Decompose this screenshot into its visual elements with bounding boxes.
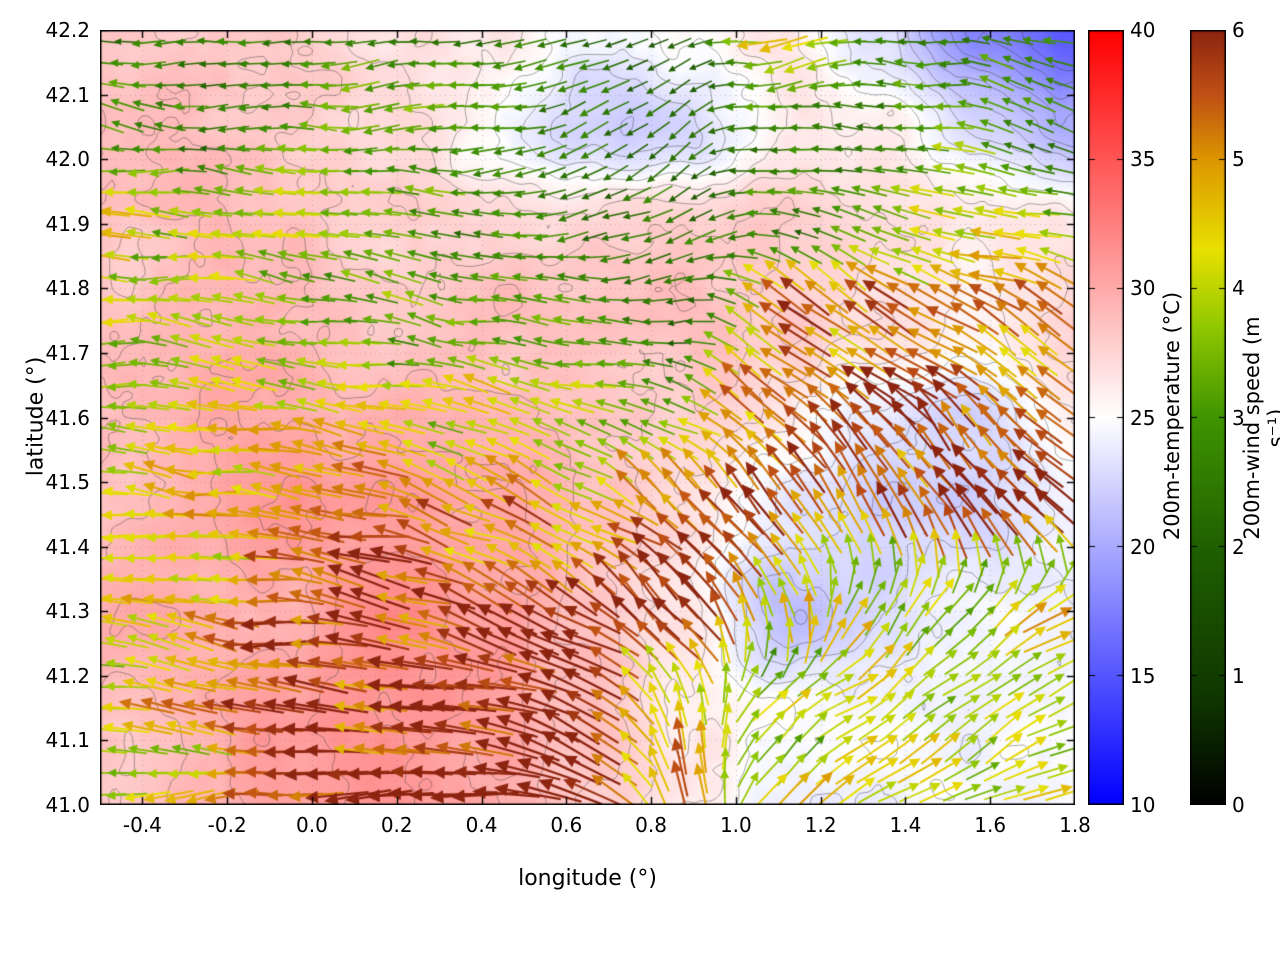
wind-colorbar-tick-label: 1 [1232, 663, 1245, 688]
temperature-colorbar-tick-label: 10 [1130, 793, 1156, 817]
temperature-colorbar [1088, 30, 1124, 805]
wind-colorbar-tick-label: 2 [1232, 534, 1245, 559]
map-plot-canvas [100, 30, 1075, 805]
temperature-colorbar-tick-label: 20 [1130, 534, 1156, 559]
x-tick-label: 1.2 [804, 813, 837, 837]
y-tick-label: 41.2 [45, 663, 90, 688]
y-tick-label: 41.3 [45, 599, 90, 624]
wind-colorbar-title: 200m-wind speed (m s⁻¹) [1240, 316, 1280, 540]
x-tick-label: 0.4 [465, 813, 498, 837]
temperature-colorbar-tick-label: 30 [1130, 276, 1156, 301]
y-tick-label: 41.1 [45, 728, 90, 753]
x-tick-label: 0.2 [380, 813, 413, 837]
x-tick-label: 1.0 [719, 813, 752, 837]
y-tick-label: 42.1 [45, 82, 90, 107]
y-tick-label: 42.2 [45, 18, 90, 42]
x-tick-label: 0.0 [296, 813, 328, 837]
y-tick-label: 41.9 [45, 211, 90, 236]
wind-colorbar-tick-label: 5 [1232, 147, 1245, 172]
y-tick-label: 41.0 [45, 793, 90, 817]
wind-colorbar-tick-label: 6 [1232, 18, 1245, 42]
y-tick-label: 41.8 [45, 276, 90, 301]
wind-colorbar-tick-label: 4 [1232, 276, 1245, 301]
wind-colorbar-tick-label: 0 [1232, 793, 1245, 817]
x-tick-label: 0.8 [635, 813, 667, 837]
temperature-colorbar-tick-label: 35 [1130, 147, 1156, 172]
wind-speed-colorbar [1190, 30, 1226, 805]
wind-colorbar-tick-label: 3 [1232, 405, 1245, 430]
temperature-colorbar-tick-label: 25 [1130, 405, 1156, 430]
x-axis-title: longitude (°) [518, 866, 657, 891]
x-tick-label: -0.4 [122, 813, 162, 837]
x-tick-label: 1.6 [974, 813, 1007, 837]
y-tick-label: 41.7 [45, 340, 90, 365]
temperature-colorbar-tick-label: 15 [1130, 663, 1156, 688]
temperature-colorbar-title: 200m-temperature (°C) [1160, 291, 1184, 541]
x-tick-label: 0.6 [550, 813, 583, 837]
x-tick-label: -0.2 [207, 813, 247, 837]
y-tick-label: 41.4 [45, 534, 90, 559]
y-tick-label: 41.5 [45, 470, 90, 495]
x-tick-label: 1.4 [889, 813, 922, 837]
y-axis-title: latitude (°) [23, 356, 49, 477]
y-tick-label: 42.0 [45, 147, 90, 172]
x-tick-label: 1.8 [1059, 813, 1091, 837]
y-tick-label: 41.6 [45, 405, 90, 430]
temperature-colorbar-tick-label: 40 [1130, 18, 1156, 42]
